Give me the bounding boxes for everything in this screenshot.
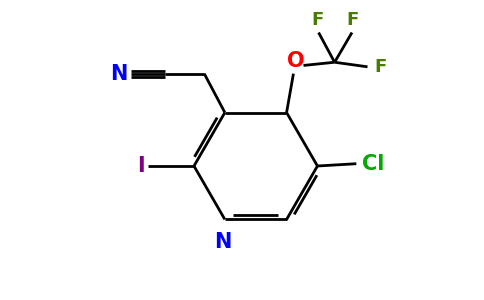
Text: F: F: [375, 58, 387, 76]
Text: Cl: Cl: [362, 154, 384, 174]
Text: O: O: [287, 51, 304, 71]
Text: I: I: [137, 156, 145, 176]
Text: N: N: [214, 232, 231, 252]
Text: N: N: [110, 64, 127, 84]
Text: F: F: [347, 11, 359, 29]
Text: F: F: [312, 11, 324, 29]
